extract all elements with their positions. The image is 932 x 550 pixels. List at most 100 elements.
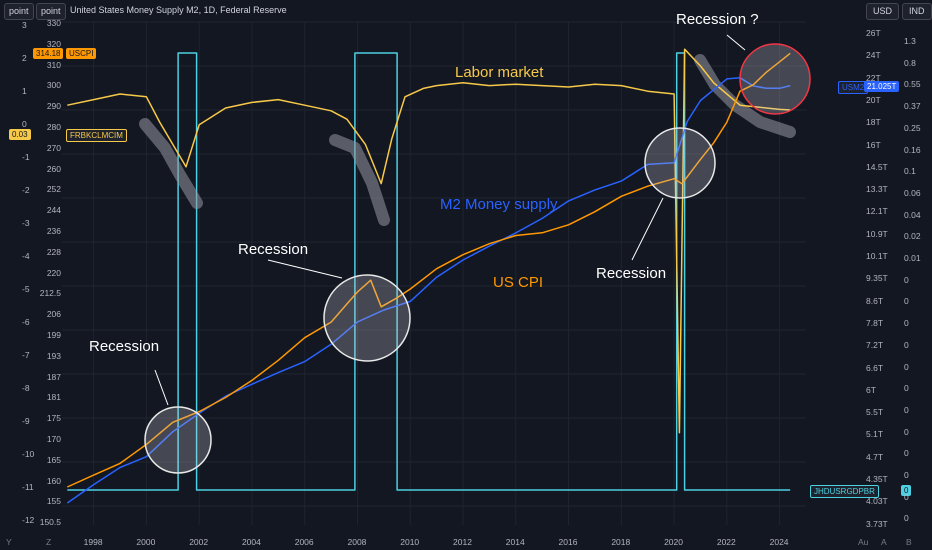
left-inner-tick: 150.5 (39, 517, 61, 528)
right-outer-tick: 0.8 (904, 57, 916, 68)
right-outer-tick: 0 (904, 296, 909, 307)
right-inner-tick: 26T (866, 28, 881, 38)
right-inner-tick: 6T (866, 384, 876, 395)
x-tick-label: 2010 (400, 537, 420, 547)
callout-pointer-line (154, 369, 169, 406)
left-inner-tick: 199 (46, 330, 61, 340)
y-scale-toggle[interactable]: Y (6, 537, 12, 547)
recession-question-circle (739, 43, 811, 115)
right-inner-tick: 5.5T (866, 407, 884, 418)
right-inner-tick: 3.73T (866, 518, 888, 529)
left-outer-tick: 0 (22, 119, 27, 129)
recession-highlight-circle (144, 406, 212, 474)
left-inner-tick: 193 (46, 350, 61, 361)
right-inner-tick: 5.1T (866, 429, 884, 440)
recession-label-2001: Recession (89, 338, 160, 355)
right-outer-tick: 0 (904, 491, 909, 502)
x-tick-label: 2014 (505, 537, 525, 547)
right-outer-tick: 0.37 (904, 101, 921, 112)
right-outer-tick: 0 (904, 318, 909, 329)
cpi-label: US CPI (493, 274, 544, 291)
a-scale-toggle[interactable]: A (881, 537, 887, 547)
recession-label-2020: Recession (596, 265, 667, 282)
x-tick-label: 2008 (347, 537, 367, 547)
callout-pointer-line (726, 34, 746, 51)
right-outer-tick: 0 (904, 470, 909, 480)
left-outer-tick: -1 (22, 152, 30, 162)
currency-button[interactable]: USD (866, 3, 900, 20)
left-inner-tick: 175 (46, 413, 61, 424)
left-inner-tick: 244 (46, 205, 61, 216)
recession-highlight-circle (644, 127, 716, 199)
right-inner-tick: 20T (866, 94, 881, 105)
right-inner-tick: 4.35T (866, 474, 888, 484)
left-inner-tick: 170 (46, 434, 61, 444)
left-outer-tick: 2 (22, 53, 27, 63)
left-inner-tick: 330 (46, 18, 61, 28)
left-inner-tick: 220 (46, 267, 61, 278)
right-inner-tick: 12.1T (866, 206, 888, 217)
labor-dip-highlight-2 (694, 54, 796, 138)
right-outer-tick: 0.01 (904, 253, 921, 263)
right-outer-tick: 0.02 (904, 231, 921, 242)
callout-pointer-line (267, 259, 343, 279)
right-outer-tick: 1.3 (904, 36, 916, 46)
point-button[interactable]: point (4, 3, 34, 20)
left-outer-tick: -6 (22, 317, 30, 327)
x-tick-label: 2018 (611, 537, 631, 547)
x-tick-label: 2004 (241, 537, 261, 547)
recession-highlight-circle (323, 274, 411, 362)
left-outer-tick: -7 (22, 350, 30, 360)
right-inner-tick: 9.35T (866, 273, 888, 284)
auto-scale-button[interactable]: Au (858, 537, 869, 547)
left-outer-tick: -9 (22, 416, 30, 426)
left-outer-tick: -8 (22, 383, 30, 393)
right-inner-tick: 10.1T (866, 251, 888, 261)
z-scale-toggle[interactable]: Z (46, 537, 52, 547)
left-inner-tick: 252 (46, 184, 61, 195)
x-tick-label: 1998 (83, 537, 103, 547)
x-tick-label: 2024 (769, 537, 789, 547)
left-inner-tick: 290 (46, 101, 61, 112)
left-inner-tick: 212.5 (39, 288, 61, 299)
m2-label: M2 Money supply (440, 196, 558, 213)
callout-pointer-line (631, 197, 664, 261)
left-inner-tick: 300 (46, 80, 61, 91)
right-outer-tick: 0.1 (904, 166, 916, 177)
right-inner-tick: 24T (866, 50, 881, 61)
left-inner-tick: 160 (46, 475, 61, 486)
right-outer-tick: 0.16 (904, 144, 921, 155)
left-inner-tick: 228 (46, 246, 61, 257)
left-inner-tick: 206 (46, 309, 61, 320)
point-button-2[interactable]: point (36, 3, 66, 20)
right-inner-tick: 14.5T (866, 161, 888, 172)
left-inner-tick: 187 (46, 371, 61, 382)
x-tick-label: 2000 (136, 537, 156, 547)
x-tick-label: 2012 (453, 537, 472, 547)
gdp-value-badge: 0 (901, 485, 912, 496)
x-tick-label: 2002 (189, 537, 209, 547)
labor-market-label: Labor market (455, 64, 544, 81)
right-inner-tick: 8.6T (866, 295, 884, 306)
m2-value-badge: 21.025T (864, 81, 900, 92)
labor-dip-highlight-0 (139, 118, 203, 209)
right-outer-tick: 0.04 (904, 209, 921, 220)
left-inner-tick: 320 (46, 38, 61, 49)
right-outer-tick: 0 (904, 361, 909, 372)
left-inner-tick: 236 (46, 226, 61, 236)
x-tick-label: 2006 (294, 537, 314, 547)
series-line-uscpi (66, 52, 791, 488)
left-outer-tick: -12 (22, 515, 35, 525)
b-scale-toggle[interactable]: B (906, 537, 912, 547)
indicator-button[interactable]: IND (902, 3, 932, 20)
labor-dip-highlight-1 (329, 134, 390, 226)
right-inner-tick: 6.6T (866, 362, 884, 373)
left-outer-tick: -11 (22, 482, 34, 492)
series-line-jhdusrgdpbr (67, 52, 791, 491)
left-outer-tick: 3 (22, 20, 27, 30)
cpi-name-badge: USCPI (66, 48, 97, 59)
recession-label-2008: Recession (238, 241, 309, 258)
right-outer-tick: 0 (904, 448, 909, 459)
right-outer-tick: 0 (904, 383, 909, 394)
